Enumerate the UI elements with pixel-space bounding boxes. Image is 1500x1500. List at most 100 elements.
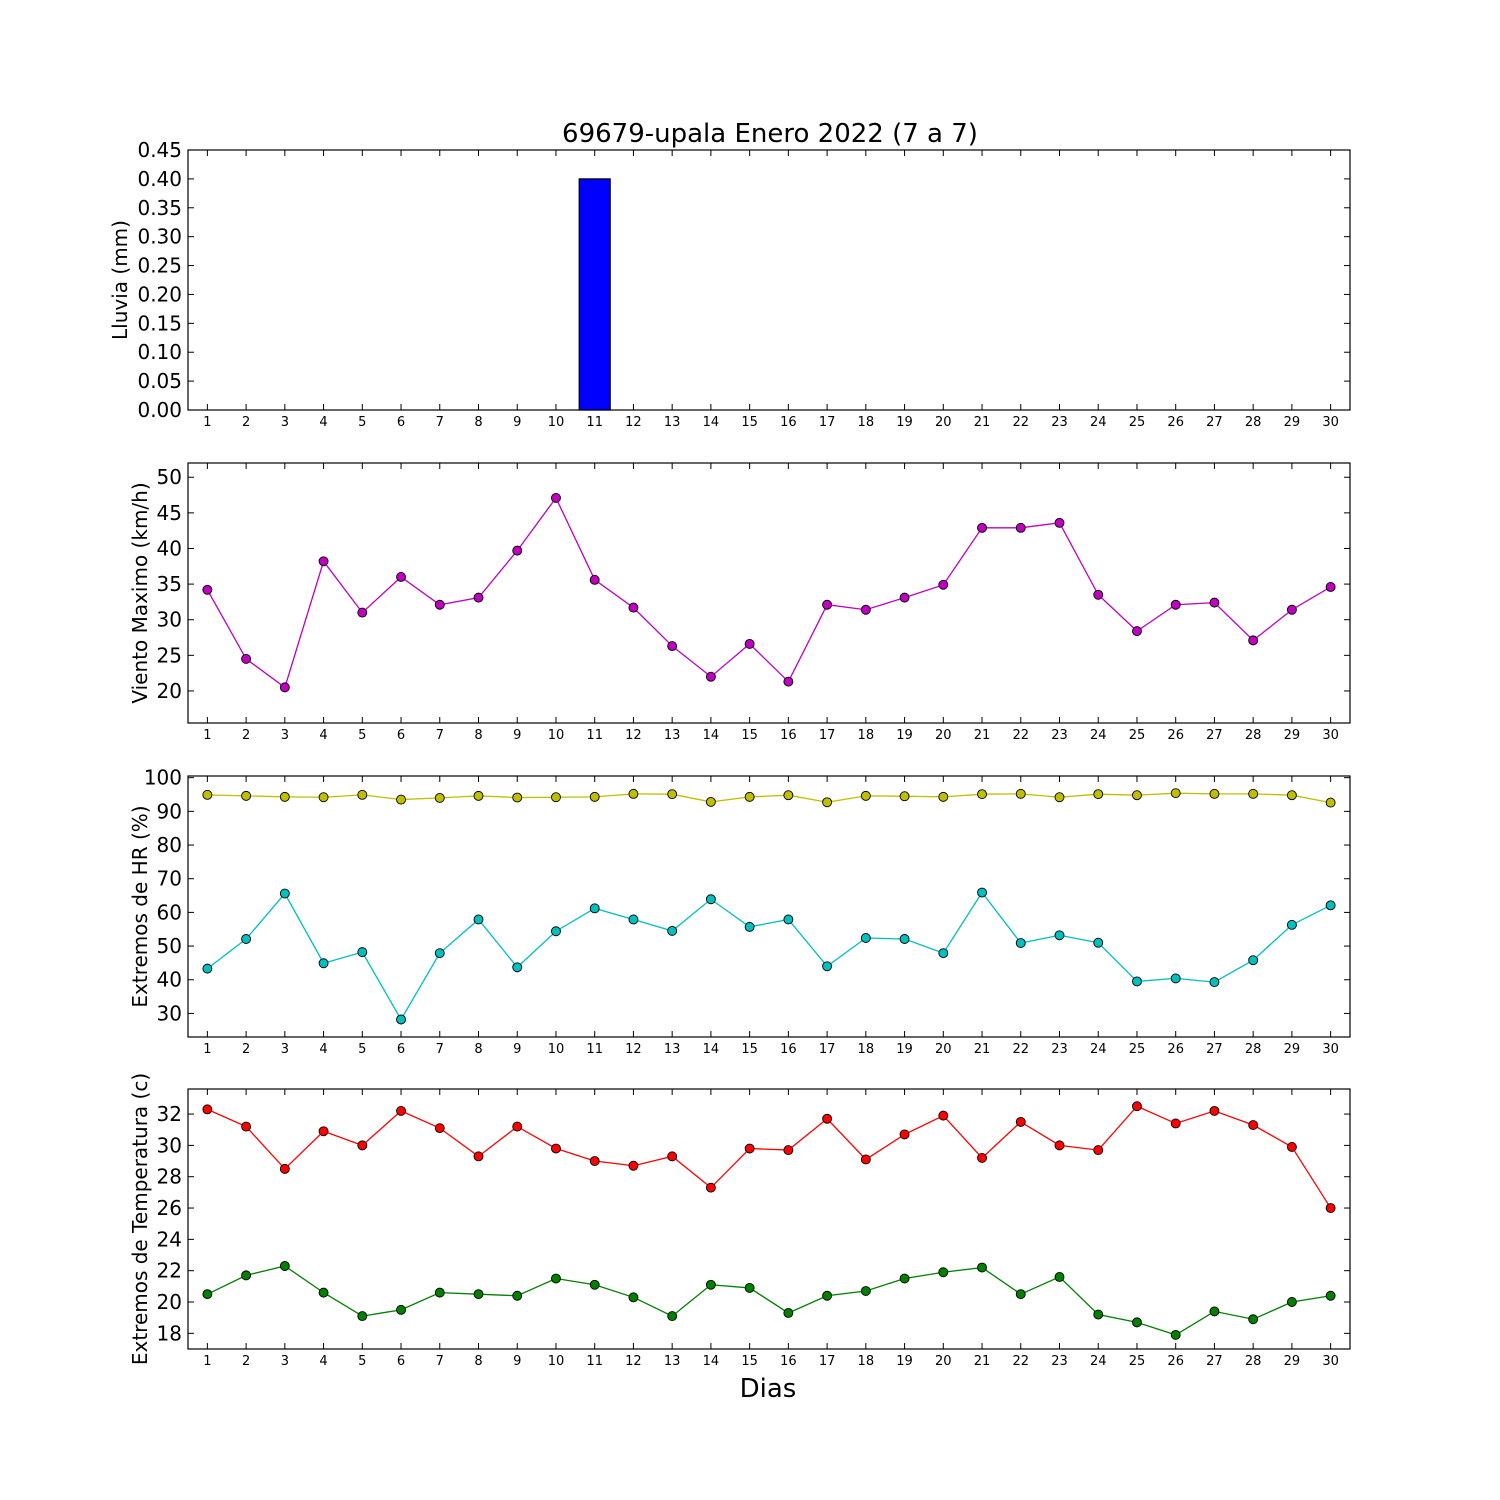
chart-title: 69679-upala Enero 2022 (7 a 7) xyxy=(562,119,978,149)
wind-data-point xyxy=(1054,517,1065,528)
wind-data-point xyxy=(434,599,445,610)
humidity-data-point xyxy=(1015,938,1026,948)
temperature-xtick-label: 30 xyxy=(1322,1354,1339,1369)
wind-ytick-label: 35 xyxy=(157,572,182,596)
rain-xtick-label: 6 xyxy=(397,415,405,430)
humidity-data-point xyxy=(1325,900,1336,911)
rain-ytick-label: 0.15 xyxy=(137,311,182,335)
temperature-xtick-label: 21 xyxy=(974,1354,991,1369)
humidity-ytick-label: 80 xyxy=(157,833,182,857)
humidity-data-point xyxy=(279,791,290,802)
temperature-data-point xyxy=(396,1105,406,1116)
wind-data-point xyxy=(279,682,290,693)
wind-xtick-label: 5 xyxy=(358,728,366,743)
wind-ytick-label: 50 xyxy=(157,465,182,489)
rain-ytick-label: 0.40 xyxy=(137,167,182,191)
humidity-xtick-label: 21 xyxy=(974,1042,991,1057)
temperature-data-point xyxy=(1286,1142,1297,1152)
temperature-data-point xyxy=(318,1126,329,1137)
humidity-ytick-label: 100 xyxy=(144,766,182,790)
wind-data-point xyxy=(1209,597,1220,608)
wind-plot-frame xyxy=(187,462,1351,724)
rain-xtick-label: 20 xyxy=(935,415,952,430)
temperature-data-point xyxy=(628,1292,639,1303)
temperature-xtick-label: 4 xyxy=(319,1354,327,1369)
wind-xtick-label: 26 xyxy=(1167,728,1184,743)
humidity-data-point xyxy=(551,926,561,937)
temperature-xtick-label: 8 xyxy=(474,1354,482,1369)
temperature-data-point xyxy=(1209,1306,1220,1317)
rain-xtick-label: 30 xyxy=(1322,415,1339,430)
humidity-data-point xyxy=(473,914,484,925)
temperature-ytick-label: 28 xyxy=(157,1165,182,1189)
rain-xtick-label: 29 xyxy=(1284,415,1301,430)
chart-panels: 0.00 0.05 0.10 0.15 0.20 0.25 0.30 0.35 0.40 0.45… xyxy=(108,138,1351,1369)
wind-xtick-label: 21 xyxy=(974,728,991,743)
wind-xtick-label: 24 xyxy=(1090,728,1107,743)
humidity-ytick-label: 40 xyxy=(157,968,182,992)
humidity-data-point xyxy=(1054,792,1065,803)
rain-xtick-label: 9 xyxy=(513,415,521,430)
wind-xtick-label: 10 xyxy=(548,728,565,743)
temperature-xtick-label: 24 xyxy=(1090,1354,1107,1369)
humidity-xtick-label: 2 xyxy=(242,1042,250,1057)
temperature-data-point xyxy=(279,1163,290,1174)
wind-xtick-label: 8 xyxy=(474,728,482,743)
humidity-data-point xyxy=(241,934,252,944)
humidity-ytick-label: 50 xyxy=(157,934,182,958)
temperature-data-point xyxy=(512,1121,523,1132)
wind-data-point xyxy=(899,592,910,603)
temperature-data-point xyxy=(357,1311,368,1322)
temperature-data-point xyxy=(589,1279,600,1290)
rain-xtick-label: 27 xyxy=(1206,415,1223,430)
rain-panel: 0.00 0.05 0.10 0.15 0.20 0.25 0.30 0.35 0.40 0.45… xyxy=(108,138,1351,430)
temperature-xtick-label: 15 xyxy=(741,1354,758,1369)
humidity-data-point xyxy=(783,790,794,801)
humidity-data-point xyxy=(357,947,368,958)
temperature-data-point xyxy=(938,1110,949,1121)
temperature-xtick-label: 5 xyxy=(358,1354,366,1369)
humidity-data-point xyxy=(1170,788,1181,799)
wind-ytick-label: 25 xyxy=(157,643,182,667)
rain-xtick-label: 2 xyxy=(242,415,250,430)
temperature-data-point xyxy=(899,1129,910,1140)
wind-xtick-label: 15 xyxy=(741,728,758,743)
humidity-data-point xyxy=(1325,797,1336,808)
humidity-ytick-label: 60 xyxy=(157,900,182,924)
humidity-xtick-label: 20 xyxy=(935,1042,952,1057)
wind-data-point xyxy=(241,653,252,664)
temperature-data-point xyxy=(1132,1101,1142,1112)
wind-xtick-label: 14 xyxy=(703,728,720,743)
temperature-data-point xyxy=(202,1289,213,1300)
humidity-xtick-label: 30 xyxy=(1322,1042,1339,1057)
temperature-data-point xyxy=(1093,1309,1104,1320)
humidity-xtick-label: 22 xyxy=(1012,1042,1029,1057)
wind-xtick-label: 28 xyxy=(1245,728,1262,743)
rain-ytick-label: 0.05 xyxy=(137,369,182,393)
humidity-xtick-label: 17 xyxy=(819,1042,836,1057)
humidity-data-point xyxy=(1132,976,1142,987)
temperature-data-point xyxy=(202,1104,213,1115)
wind-xtick-label: 30 xyxy=(1322,728,1339,743)
temperature-data-point xyxy=(589,1156,600,1166)
wind-ytick-label: 45 xyxy=(157,501,182,525)
temperature-data-point xyxy=(551,1143,561,1154)
rain-xtick-label: 1 xyxy=(203,415,211,430)
humidity-series-line xyxy=(206,891,1331,1021)
temperature-xtick-label: 23 xyxy=(1051,1354,1068,1369)
temperature-data-point xyxy=(1170,1329,1181,1340)
humidity-data-point xyxy=(744,791,755,802)
humidity-xtick-label: 29 xyxy=(1284,1042,1301,1057)
temperature-data-point xyxy=(1286,1297,1297,1307)
humidity-data-point xyxy=(241,790,252,801)
rain-ytick-label: 0.25 xyxy=(137,254,182,278)
wind-data-point xyxy=(822,599,833,610)
temperature-y-axis-label: Extremos de Temperatura (c) xyxy=(128,1073,152,1365)
wind-data-point xyxy=(1286,604,1297,615)
temperature-ytick-label: 26 xyxy=(157,1196,182,1220)
humidity-xtick-label: 16 xyxy=(780,1042,797,1057)
temperature-data-point xyxy=(1132,1317,1142,1328)
humidity-xtick-label: 8 xyxy=(474,1042,482,1057)
